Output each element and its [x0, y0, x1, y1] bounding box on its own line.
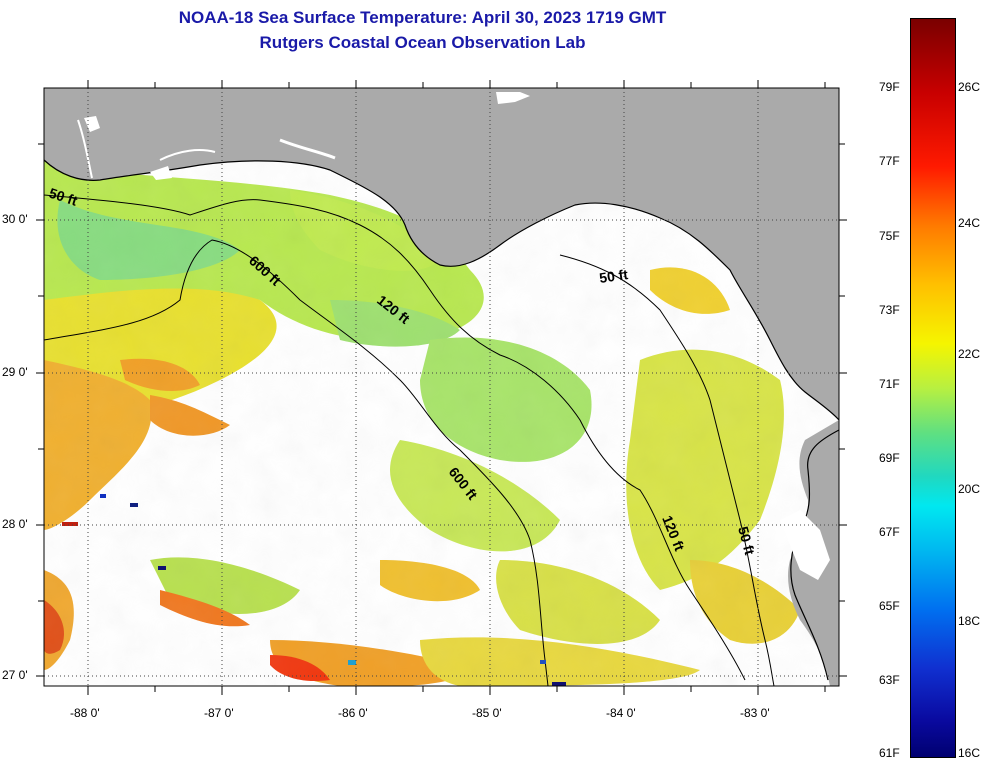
contour-label-50ft-south: 50 ft: [735, 525, 758, 557]
lon-label-85: -85 0': [472, 706, 502, 720]
colorbar-f-63: 63F: [879, 673, 900, 687]
lat-lon-grid: [44, 88, 839, 686]
map-title-line1: NOAA-18 Sea Surface Temperature: April 3…: [178, 8, 667, 27]
axis-ticks: [36, 80, 847, 695]
colorbar-f-61: 61F: [879, 746, 900, 760]
temperature-colorbar: [910, 18, 956, 758]
colorbar-c-26: 26C: [958, 80, 981, 94]
colorbar-f-69: 69F: [879, 451, 900, 465]
lon-label-83: -83 0': [740, 706, 770, 720]
contour-label-50ft-east: 50 ft: [598, 266, 629, 286]
lat-label-28: 28 0': [2, 517, 28, 531]
map-title-line2: Rutgers Coastal Ocean Observation Lab: [259, 33, 586, 52]
colorbar-c-20: 20C: [958, 482, 981, 496]
colorbar-c-22: 22C: [958, 347, 981, 361]
bathymetry-contours: [44, 194, 775, 686]
colorbar-f-79: 79F: [879, 80, 900, 94]
lat-label-29: 29 0': [2, 365, 28, 379]
colorbar-f-73: 73F: [879, 303, 900, 317]
lat-label-30: 30 0': [2, 212, 28, 226]
lon-label-88: -88 0': [70, 706, 100, 720]
colorbar-f-65: 65F: [879, 599, 900, 613]
lat-label-27: 27 0': [2, 668, 28, 682]
lon-label-86: -86 0': [338, 706, 368, 720]
colorbar-f-71: 71F: [879, 377, 900, 391]
map-frame: [43, 87, 840, 687]
land-north: [44, 88, 839, 420]
colorbar-c-24: 24C: [958, 216, 981, 230]
coastline: [44, 119, 839, 681]
lon-label-87: -87 0': [204, 706, 234, 720]
lon-label-84: -84 0': [606, 706, 636, 720]
colorbar-c-16: 16C: [958, 746, 981, 760]
colorbar-f-77: 77F: [879, 154, 900, 168]
colorbar-c-18: 18C: [958, 614, 981, 628]
colorbar-f-75: 75F: [879, 229, 900, 243]
cold-specks: [62, 494, 566, 686]
colorbar-f-67: 67F: [879, 525, 900, 539]
